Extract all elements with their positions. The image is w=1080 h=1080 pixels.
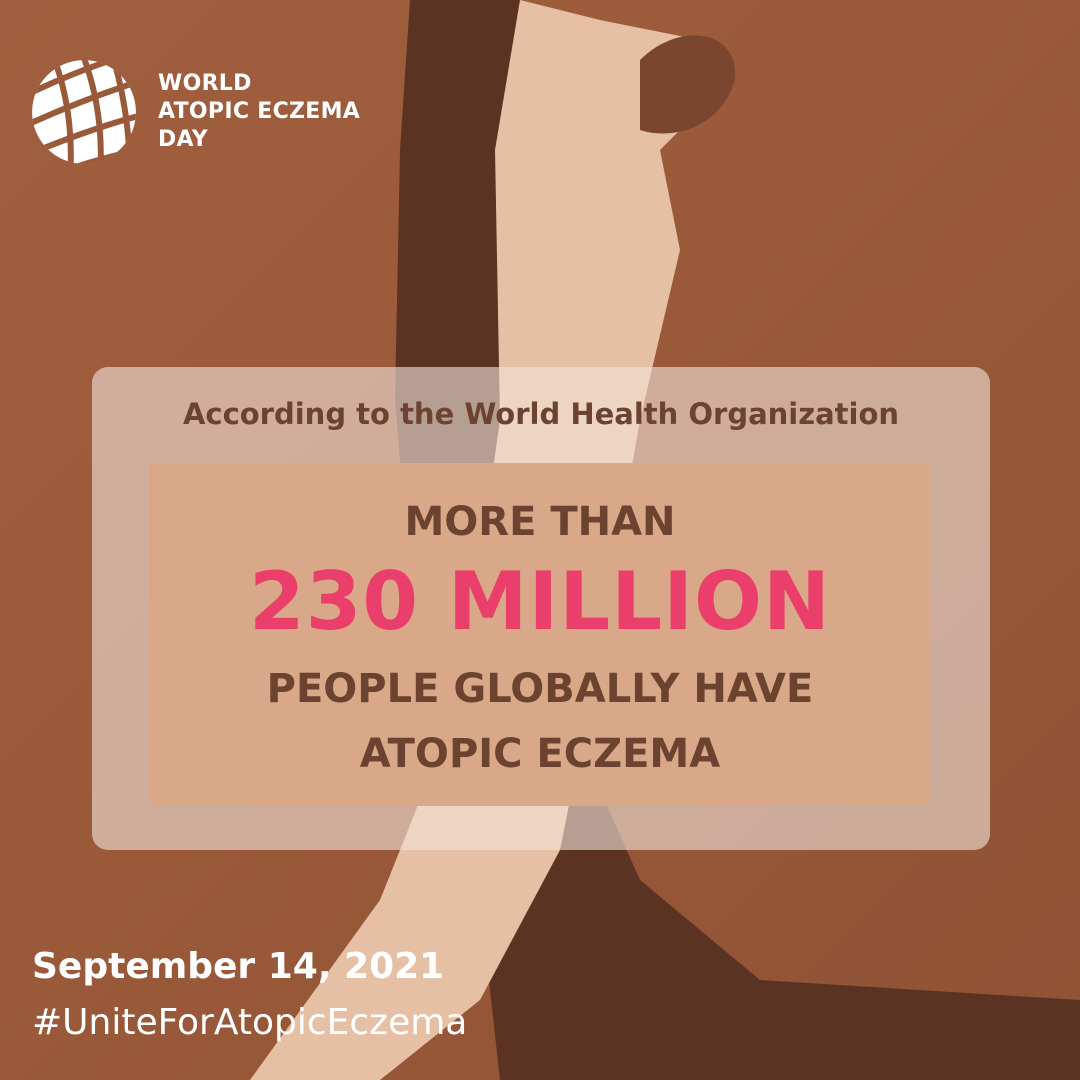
stat-number: 230 MILLION: [249, 555, 831, 648]
logo-line: WORLD: [158, 71, 252, 96]
stat-box: MORE THAN 230 MILLION PEOPLE GLOBALLY HA…: [150, 463, 930, 806]
stat-line: PEOPLE GLOBALLY HAVE: [266, 666, 814, 712]
logo: WORLD ATOPIC ECZEMA DAY: [30, 58, 360, 166]
logo-line: DAY: [158, 127, 209, 152]
logo-line: ATOPIC ECZEMA: [158, 99, 361, 124]
globe-grid-icon: [32, 60, 136, 164]
stat-line: ATOPIC ECZEMA: [359, 731, 721, 777]
source-text: According to the World Health Organizati…: [182, 397, 900, 431]
stat-intro: MORE THAN: [404, 499, 676, 545]
dark-thumb: [640, 35, 736, 134]
hashtag: #UniteForAtopicEczema: [32, 1002, 468, 1043]
event-date: September 14, 2021: [32, 946, 445, 987]
info-card: According to the World Health Organizati…: [92, 367, 990, 850]
